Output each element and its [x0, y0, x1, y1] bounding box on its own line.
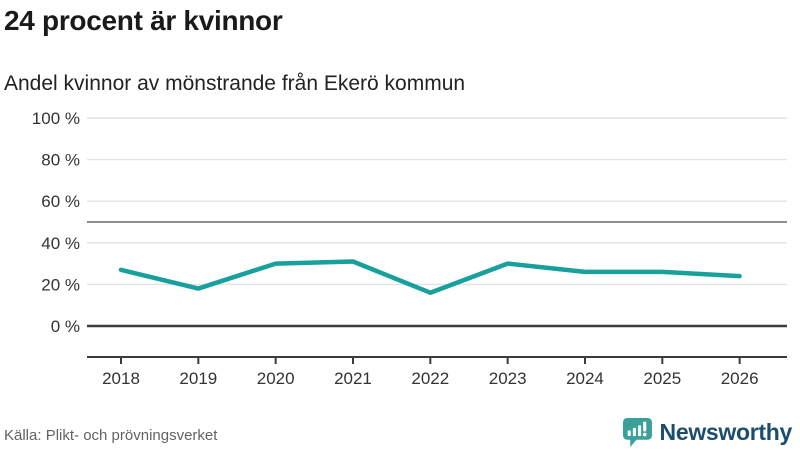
- x-tick-label-2020: 2020: [257, 369, 295, 388]
- chart-subtitle: Andel kvinnor av mönstrande från Ekerö k…: [4, 72, 466, 95]
- x-tick-label-2023: 2023: [489, 369, 527, 388]
- y-tick-label-60: 60 %: [41, 192, 80, 211]
- y-tick-label-40: 40 %: [41, 234, 80, 253]
- logo-bar-3: [637, 425, 641, 437]
- y-tick-label-20: 20 %: [41, 275, 80, 294]
- x-tick-label-2024: 2024: [566, 369, 604, 388]
- source-note: Källa: Plikt- och prövningsverket: [4, 427, 218, 444]
- x-tick-label-2022: 2022: [411, 369, 449, 388]
- y-tick-label-80: 80 %: [41, 151, 80, 170]
- logo-bubble-shape: [622, 418, 652, 447]
- y-tick-label-0: 0 %: [51, 317, 80, 336]
- logo-exclamation-stem: [642, 421, 646, 432]
- newsworthy-logo: Newsworthy: [622, 417, 792, 448]
- x-tick-label-2021: 2021: [334, 369, 372, 388]
- x-tick-label-2018: 2018: [102, 369, 140, 388]
- logo-bar-1: [627, 430, 631, 437]
- chart-title: 24 procent är kvinnor: [4, 5, 283, 36]
- newsworthy-logo-icon: [622, 418, 652, 447]
- newsworthy-logo-text: Newsworthy: [659, 419, 793, 445]
- logo-exclamation-dot: [642, 432, 647, 437]
- x-tick-label-2025: 2025: [643, 369, 681, 388]
- chart-svg: 0 % 20 % 40 % 60 % 80 % 100 % 2018 2019 2020 2021…: [32, 109, 787, 388]
- x-tick-label-2019: 2019: [179, 369, 217, 388]
- data-line-andel-kvinnor: [118, 259, 742, 295]
- y-tick-label-100: 100 %: [32, 109, 80, 128]
- x-tick-label-2026: 2026: [721, 369, 759, 388]
- logo-bar-2: [632, 427, 636, 437]
